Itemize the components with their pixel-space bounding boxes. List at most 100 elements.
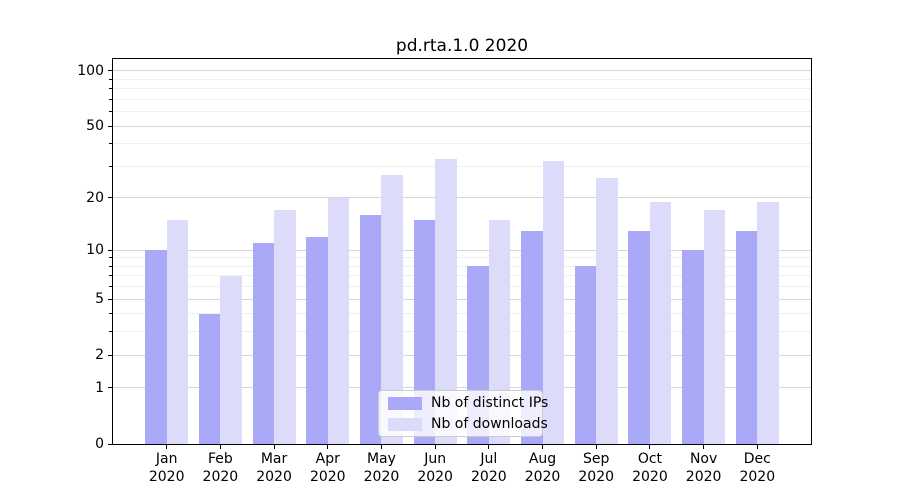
y-tick-label-0: 0 <box>95 436 104 452</box>
legend-swatch-distinct-ips <box>388 396 422 410</box>
y-tick-minor-70 <box>109 98 112 100</box>
y-tick-2 <box>108 354 112 356</box>
bar-distinct-ips-jun <box>413 219 436 444</box>
y-tick-label-10: 10 <box>86 242 104 259</box>
y-gridline-10 <box>113 249 811 251</box>
y-gridline-minor-8 <box>113 265 811 267</box>
y-tick-minor-9 <box>109 257 112 259</box>
y-tick-minor-60 <box>109 111 112 113</box>
y-tick-50 <box>108 125 112 127</box>
x-tick-jun <box>434 445 436 449</box>
y-tick-minor-8 <box>109 265 112 267</box>
x-tick-label-sep: Sep 2020 <box>578 451 615 485</box>
y-tick-label-2: 2 <box>95 347 104 364</box>
y-gridline-minor-60 <box>113 111 811 113</box>
bar-distinct-ips-feb <box>198 313 221 444</box>
y-gridline-100 <box>113 70 811 72</box>
y-gridline-50 <box>113 125 811 127</box>
y-tick-10 <box>108 249 112 251</box>
bar-downloads-aug <box>542 161 564 444</box>
legend-swatch-downloads <box>388 417 422 431</box>
x-tick-oct <box>649 445 651 449</box>
bar-downloads-feb <box>220 275 242 444</box>
x-tick-label-oct: Oct 2020 <box>632 451 668 485</box>
bar-downloads-nov <box>703 210 726 444</box>
bar-distinct-ips-dec <box>735 230 758 444</box>
x-tick-label-jul: Jul 2020 <box>471 451 507 485</box>
bar-downloads-jun <box>435 158 457 444</box>
y-tick-minor-30 <box>109 165 112 167</box>
y-gridline-minor-90 <box>113 78 811 80</box>
y-tick-minor-40 <box>109 143 112 145</box>
y-gridline-minor-80 <box>113 88 811 90</box>
bar-downloads-oct <box>649 201 672 444</box>
x-tick-label-dec: Dec 2020 <box>739 451 776 485</box>
legend-label-downloads: Nb of downloads <box>431 415 548 432</box>
x-tick-apr <box>327 445 329 449</box>
bar-downloads-mar <box>274 210 296 444</box>
x-tick-dec <box>756 445 758 449</box>
x-tick-label-apr: Apr 2020 <box>309 451 346 485</box>
y-gridline-minor-4 <box>113 313 811 315</box>
legend-item-distinct-ips: Nb of distinct IPs <box>388 395 548 412</box>
legend-label-distinct-ips: Nb of distinct IPs <box>431 394 549 411</box>
x-tick-label-aug: Aug 2020 <box>524 451 561 485</box>
y-gridline-minor-6 <box>113 286 811 288</box>
y-tick-minor-6 <box>109 286 112 288</box>
plot-area <box>113 59 811 444</box>
y-gridline-minor-40 <box>113 143 811 145</box>
legend-item-downloads: Nb of downloads <box>388 416 548 433</box>
y-gridline-1 <box>113 387 811 389</box>
x-tick-label-feb: Feb 2020 <box>202 451 239 485</box>
x-tick-sep <box>595 445 597 449</box>
chart-title: pd.rta.1.0 2020 <box>395 36 529 56</box>
y-tick-1 <box>108 387 112 389</box>
y-tick-label-100: 100 <box>77 62 104 79</box>
bar-downloads-may <box>381 174 403 444</box>
x-tick-mar <box>273 445 275 449</box>
bar-distinct-ips-may <box>359 214 382 444</box>
x-tick-jan <box>166 445 168 449</box>
y-gridline-minor-30 <box>113 165 811 167</box>
y-tick-label-20: 20 <box>86 189 104 206</box>
bar-downloads-sep <box>596 177 618 444</box>
bar-downloads-jul <box>488 219 511 444</box>
y-tick-minor-3 <box>109 331 112 333</box>
y-gridline-minor-7 <box>113 275 811 277</box>
y-tick-5 <box>108 298 112 300</box>
x-tick-feb <box>219 445 221 449</box>
bar-distinct-ips-sep <box>574 266 597 444</box>
bar-distinct-ips-apr <box>306 236 328 444</box>
y-gridline-minor-70 <box>113 98 811 100</box>
x-tick-may <box>380 445 382 449</box>
x-tick-nov <box>703 445 705 449</box>
x-tick-label-jun: Jun 2020 <box>417 451 453 485</box>
x-tick-label-mar: Mar 2020 <box>256 451 292 485</box>
x-tick-label-jan: Jan 2020 <box>148 451 185 485</box>
y-gridline-5 <box>113 298 811 300</box>
bar-distinct-ips-jan <box>145 250 167 444</box>
bar-distinct-ips-oct <box>628 230 650 444</box>
bar-downloads-apr <box>327 197 350 444</box>
y-tick-minor-90 <box>109 78 112 80</box>
bar-distinct-ips-nov <box>682 250 704 444</box>
y-tick-label-5: 5 <box>95 291 104 308</box>
y-gridline-20 <box>113 197 811 199</box>
y-gridline-2 <box>113 354 811 356</box>
y-tick-minor-7 <box>109 275 112 277</box>
y-tick-0 <box>108 443 112 445</box>
y-tick-100 <box>108 70 112 72</box>
y-tick-minor-80 <box>109 88 112 90</box>
bar-downloads-jan <box>166 219 189 444</box>
x-tick-label-may: May 2020 <box>363 451 400 485</box>
x-tick-aug <box>542 445 544 449</box>
bar-distinct-ips-mar <box>252 243 275 444</box>
bar-downloads-dec <box>757 201 779 444</box>
legend: Nb of distinct IPs Nb of downloads <box>378 390 548 437</box>
y-gridline-minor-3 <box>113 331 811 333</box>
y-tick-20 <box>108 197 112 199</box>
x-tick-label-nov: Nov 2020 <box>685 451 722 485</box>
x-tick-jul <box>488 445 490 449</box>
y-tick-label-1: 1 <box>95 379 104 396</box>
